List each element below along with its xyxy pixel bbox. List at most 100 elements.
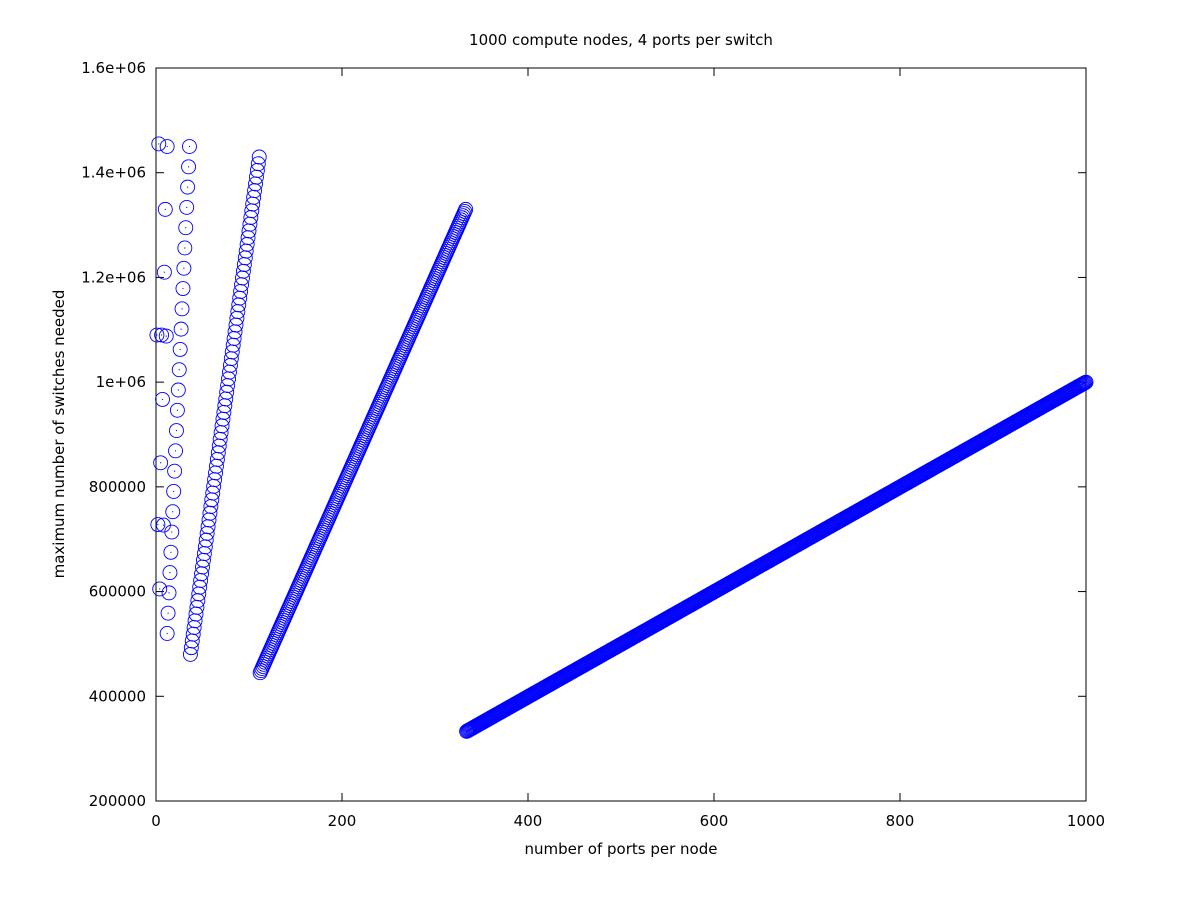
- data-point-center: [162, 524, 165, 526]
- data-point-center: [161, 398, 164, 401]
- data-point-center: [181, 308, 183, 310]
- chart-title: 1000 compute nodes, 4 ports per switch: [469, 31, 773, 49]
- data-point: [162, 565, 178, 581]
- data-point-center: [184, 247, 186, 249]
- data-point: [151, 136, 167, 152]
- x-tick-label: 600: [700, 812, 729, 830]
- y-axis: 200000 400000 600000 800000 1e+06 1.2e+06 1.4e…: [81, 59, 1086, 810]
- data-point-center: [174, 450, 177, 452]
- data-point-center: [187, 166, 190, 168]
- x-axis-label: number of ports per node: [525, 840, 718, 858]
- data-point-center: [169, 571, 171, 574]
- data-point: [1076, 375, 1092, 391]
- x-tick-label: 800: [886, 812, 915, 830]
- data-point: [175, 281, 191, 297]
- data-point: [165, 504, 181, 520]
- y-tick-label: 1.6e+06: [81, 59, 146, 77]
- x-tick-label: 0: [151, 812, 161, 830]
- data-point-center: [1083, 382, 1085, 384]
- data-point-center: [178, 369, 180, 371]
- x-tick-label: 200: [328, 812, 357, 830]
- data-point: [149, 327, 165, 343]
- data-point: [154, 327, 170, 343]
- y-tick-label: 1e+06: [96, 373, 146, 391]
- data-point: [152, 581, 168, 597]
- data-point-center: [157, 523, 159, 526]
- data-point-center: [182, 287, 184, 290]
- data-point-center: [156, 334, 158, 336]
- y-tick-label: 1.2e+06: [81, 268, 146, 286]
- data-point-center: [186, 206, 188, 209]
- data-point: [178, 220, 194, 236]
- data-point-center: [168, 592, 170, 594]
- data-point-center: [1081, 383, 1083, 385]
- data-point: [167, 463, 183, 479]
- data-point: [1074, 376, 1090, 392]
- y-tick-label: 200000: [89, 792, 146, 810]
- data-point: [171, 362, 187, 378]
- data-point: [1078, 374, 1094, 390]
- x-tick-label: 400: [514, 812, 543, 830]
- data-point-center: [163, 271, 165, 273]
- data-point-center: [1080, 384, 1082, 386]
- x-tick-label: 1000: [1067, 812, 1105, 830]
- data-point-center: [160, 462, 162, 464]
- data-point: [150, 517, 166, 533]
- data-point-center: [188, 145, 191, 148]
- data-point: [173, 321, 189, 337]
- y-axis-label: maximum number of switches needed: [50, 290, 68, 579]
- data-point: [160, 605, 176, 621]
- data-point: [1075, 376, 1091, 392]
- data-point-center: [166, 145, 168, 148]
- data-point-center: [166, 632, 168, 635]
- data-point: [172, 341, 188, 357]
- data-point-center: [183, 267, 185, 269]
- data-point: [158, 328, 174, 344]
- data-point: [251, 149, 267, 165]
- data-point-center: [180, 328, 182, 330]
- data-point: [166, 483, 182, 499]
- data-point-center: [177, 389, 179, 391]
- data-point-center: [165, 335, 167, 337]
- data-point-center: [187, 186, 189, 188]
- y-tick-label: 400000: [89, 687, 146, 705]
- data-point: [177, 240, 193, 256]
- plot-frame: [155, 67, 1087, 802]
- data-point: [169, 423, 184, 439]
- data-point-center: [158, 143, 160, 145]
- data-point: [1077, 375, 1093, 391]
- data-point-center: [159, 588, 161, 590]
- data-point-center: [464, 210, 466, 213]
- data-point: [159, 139, 175, 154]
- data-point: [157, 201, 173, 217]
- data-point: [156, 264, 172, 280]
- y-tick-label: 1.4e+06: [81, 164, 146, 182]
- data-point: [1073, 377, 1089, 393]
- data-point: [250, 156, 266, 172]
- data-point: [458, 201, 474, 217]
- data-points: [149, 136, 1094, 739]
- data-point-center: [171, 531, 173, 533]
- data-point: [169, 402, 185, 418]
- data-point: [164, 524, 180, 540]
- data-point: [174, 301, 190, 317]
- data-point-center: [167, 612, 169, 614]
- data-point: [161, 585, 177, 601]
- data-point-center: [1082, 383, 1084, 385]
- data-point: [182, 139, 197, 154]
- data-point: [176, 260, 192, 276]
- data-point: [181, 159, 197, 175]
- data-point-center: [1084, 382, 1086, 384]
- data-point: [163, 544, 179, 560]
- data-point-center: [175, 429, 178, 432]
- data-point-center: [258, 156, 260, 158]
- data-point-center: [164, 208, 166, 210]
- data-point-center: [173, 490, 175, 493]
- data-point: [155, 391, 170, 407]
- y-tick-label: 800000: [89, 478, 146, 496]
- data-point-center: [176, 409, 178, 411]
- data-point: [153, 455, 169, 471]
- data-point: [180, 179, 196, 195]
- data-point: [179, 199, 195, 215]
